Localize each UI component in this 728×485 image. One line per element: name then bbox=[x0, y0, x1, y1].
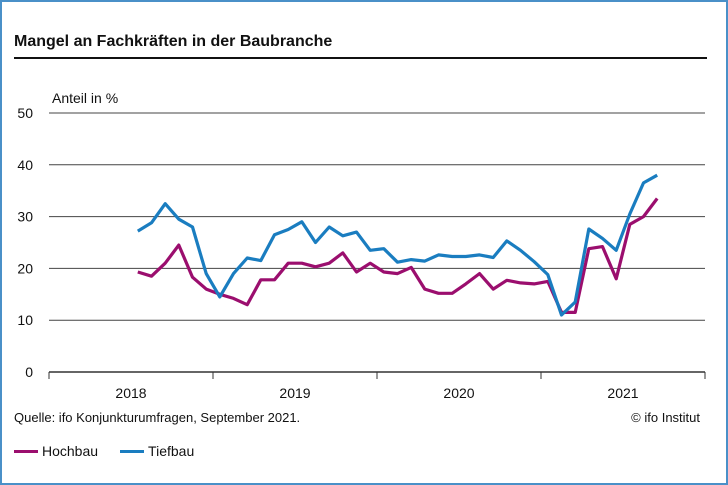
y-tick-label: 10 bbox=[17, 312, 33, 328]
legend-swatch bbox=[120, 449, 145, 453]
y-tick-label: 20 bbox=[17, 260, 33, 276]
legend-swatch bbox=[14, 449, 38, 453]
chart-title: Mangel an Fachkräften in der Baubranche bbox=[14, 33, 333, 50]
y-tick-label: 30 bbox=[17, 209, 33, 225]
y-tick-label: 0 bbox=[25, 364, 33, 380]
legend-item-tiefbau: Tiefbau bbox=[120, 443, 194, 459]
legend-label: Tiefbau bbox=[148, 443, 195, 459]
series-line-hochbau bbox=[137, 197, 659, 314]
y-axis-label: Anteil in % bbox=[52, 90, 118, 106]
y-tick-label: 40 bbox=[17, 157, 33, 173]
x-tick-label: 2018 bbox=[115, 385, 146, 401]
legend-label: Hochbau bbox=[42, 443, 99, 459]
title-rule bbox=[14, 57, 707, 59]
legend: Hochbau Tiefbau bbox=[14, 443, 194, 459]
x-tick-label: 2019 bbox=[279, 385, 310, 401]
copyright: © ifo Institut bbox=[631, 410, 700, 425]
x-tick-label: 2021 bbox=[607, 385, 638, 401]
x-tick-label: 2020 bbox=[443, 385, 474, 401]
legend-item-hochbau: Hochbau bbox=[14, 443, 98, 459]
y-tick-label: 50 bbox=[17, 105, 33, 121]
source-note: Quelle: ifo Konjunkturumfragen, Septembe… bbox=[14, 410, 301, 425]
